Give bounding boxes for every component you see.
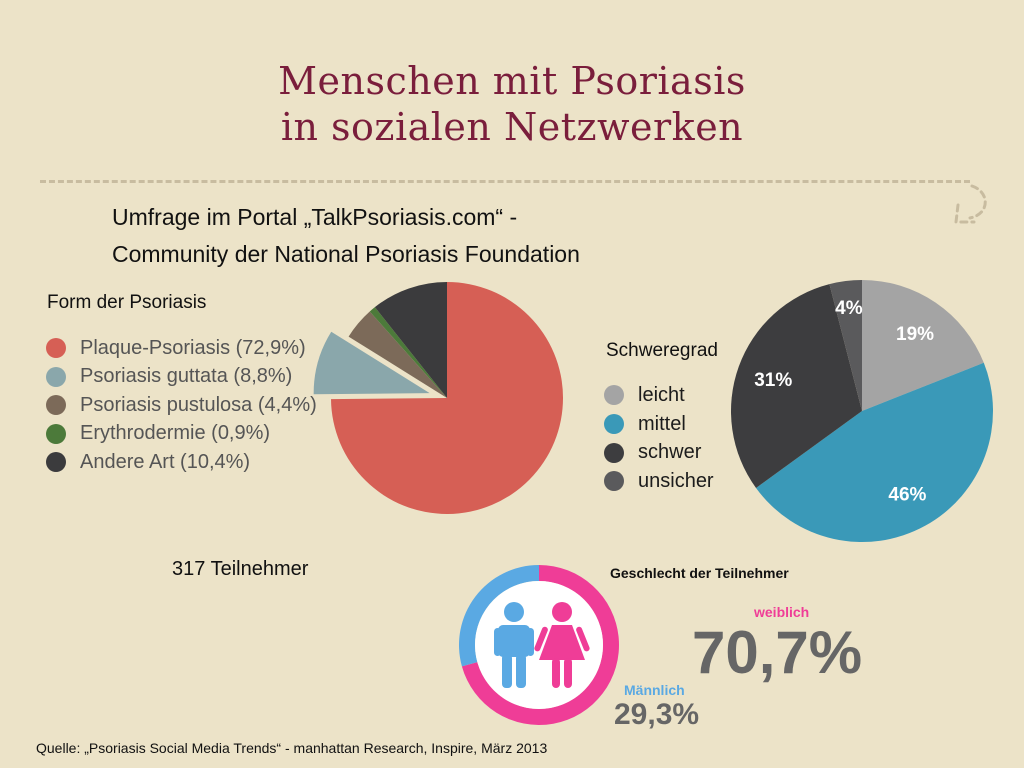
female-label: weiblich [754, 604, 810, 620]
female-icon [534, 602, 590, 688]
legend-swatch [46, 395, 66, 416]
source-note: Quelle: „Psoriasis Social Media Trends“ … [36, 740, 548, 756]
legend-swatch [46, 452, 66, 473]
pie-slice [756, 362, 993, 542]
form-pie [313, 282, 563, 514]
male-value: 29,3% [614, 698, 700, 731]
pie-slice [829, 280, 862, 411]
legend-label: unsicher [638, 469, 714, 492]
legend-swatch [604, 385, 624, 406]
legend-item: Plaque-Psoriasis (72,9%) [46, 334, 317, 363]
subtitle: Umfrage im Portal „TalkPsoriasis.com“ - … [112, 199, 580, 273]
pie-slice [369, 307, 447, 398]
legend-label: schwer [638, 441, 702, 464]
severity-pie: 19% 46% 31% 4% [730, 280, 993, 542]
legend-label: mittel [638, 412, 686, 435]
severity-legend: leicht mittel schwer unsicher [604, 381, 714, 496]
form-chart-title: Form der Psoriasis [47, 292, 207, 313]
pie-data-label: 46% [888, 485, 926, 506]
legend-item: schwer [604, 438, 714, 467]
pie-data-label: 19% [896, 324, 934, 345]
curl-decoration [954, 184, 987, 224]
legend-item: Andere Art (10,4%) [46, 448, 317, 477]
legend-item: Psoriasis pustulosa (4,4%) [46, 391, 317, 420]
legend-item: mittel [604, 410, 714, 439]
gender-chart-title: Geschlecht der Teilnehmer [610, 565, 789, 581]
donut-segment [459, 565, 539, 667]
page-title: Menschen mit Psoriasis in sozialen Netzw… [0, 58, 1024, 150]
participants-count: 317 Teilnehmer [172, 558, 309, 580]
legend-item: unsicher [604, 467, 714, 496]
legend-item: Erythrodermie (0,9%) [46, 420, 317, 449]
legend-swatch [604, 471, 624, 492]
pie-slice [862, 280, 984, 411]
legend-swatch [46, 423, 66, 444]
male-label: Männlich [624, 682, 685, 698]
pie-slice [348, 311, 447, 398]
subtitle-line-2: Community der National Psoriasis Foundat… [112, 241, 580, 267]
female-value: 70,7% [692, 619, 863, 686]
legend-swatch [46, 338, 66, 359]
legend-label: Andere Art (10,4%) [80, 450, 251, 473]
legend-item: leicht [604, 381, 714, 410]
title-line-2: in sozialen Netzwerken [280, 105, 744, 149]
legend-item: Psoriasis guttata (8,8%) [46, 363, 317, 392]
form-legend: Plaque-Psoriasis (72,9%) Psoriasis gutta… [46, 334, 317, 477]
legend-swatch [46, 366, 66, 387]
legend-label: Psoriasis guttata (8,8%) [80, 365, 293, 388]
legend-label: Plaque-Psoriasis (72,9%) [80, 336, 306, 359]
legend-label: Erythrodermie (0,9%) [80, 422, 271, 445]
legend-label: leicht [638, 383, 685, 406]
pie-data-label: 4% [835, 298, 863, 319]
severity-chart-title: Schweregrad [606, 340, 718, 361]
subtitle-line-1: Umfrage im Portal „TalkPsoriasis.com“ - [112, 204, 518, 230]
pie-slice [331, 282, 563, 514]
pie-slice [313, 331, 430, 395]
male-icon [494, 602, 534, 688]
pie-slice [374, 282, 447, 398]
legend-swatch [604, 442, 624, 463]
pie-data-label: 31% [754, 370, 792, 391]
divider [40, 180, 970, 183]
legend-swatch [604, 414, 624, 435]
legend-label: Psoriasis pustulosa (4,4%) [80, 393, 317, 416]
pie-slice [730, 284, 862, 488]
title-line-1: Menschen mit Psoriasis [278, 59, 746, 103]
